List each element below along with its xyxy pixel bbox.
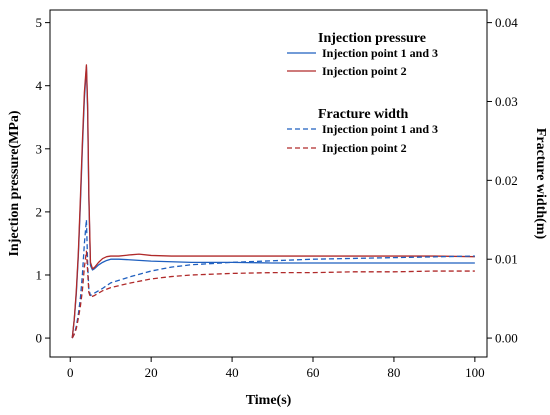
x-tick-label: 20 bbox=[145, 365, 158, 380]
x-tick-label: 0 bbox=[67, 365, 74, 380]
left-y-tick-label: 5 bbox=[36, 15, 43, 30]
left-y-axis-title: Injection pressure(MPa) bbox=[7, 110, 22, 256]
left-y-tick-label: 4 bbox=[36, 78, 43, 93]
width-point-1-3-line bbox=[71, 219, 475, 339]
legend-entry-label: Injection point 1 and 3 bbox=[322, 122, 438, 136]
x-tick-label: 100 bbox=[465, 365, 485, 380]
left-y-tick-label: 3 bbox=[36, 141, 43, 156]
right-y-axis-title: Fracture width(m) bbox=[533, 128, 548, 240]
left-y-axis-ticks: 0 1 2 3 4 5 bbox=[36, 15, 50, 346]
legend-group-heading: Fracture width bbox=[318, 107, 409, 122]
right-y-tick-label: 0.02 bbox=[495, 173, 518, 188]
right-y-tick-label: 0.01 bbox=[495, 252, 518, 267]
legend-entry-label: Injection point 1 and 3 bbox=[322, 46, 438, 60]
right-y-tick-label: 0.00 bbox=[495, 331, 518, 346]
x-axis-title: Time(s) bbox=[246, 393, 292, 408]
x-tick-label: 40 bbox=[226, 365, 239, 380]
series-layer bbox=[71, 64, 475, 339]
x-tick-label: 80 bbox=[387, 365, 400, 380]
width-point-2-line bbox=[71, 250, 475, 339]
x-tick-label: 60 bbox=[307, 365, 320, 380]
left-y-tick-label: 1 bbox=[36, 267, 43, 282]
left-y-tick-label: 0 bbox=[36, 331, 43, 346]
right-y-tick-label: 0.03 bbox=[495, 94, 518, 109]
plot-frame bbox=[49, 9, 488, 358]
x-axis-ticks: 0 20 40 60 80 100 bbox=[67, 357, 485, 380]
legend-entry-label: Injection point 2 bbox=[322, 141, 407, 155]
right-y-tick-label: 0.04 bbox=[495, 15, 518, 30]
legend-entry-label: Injection point 2 bbox=[322, 64, 407, 78]
left-y-tick-label: 2 bbox=[36, 204, 43, 219]
right-y-axis-ticks: 0.00 0.01 0.02 0.03 0.04 bbox=[487, 15, 518, 346]
pressure-point-2-line bbox=[71, 64, 475, 339]
legend-group-heading: Injection pressure bbox=[318, 31, 426, 46]
